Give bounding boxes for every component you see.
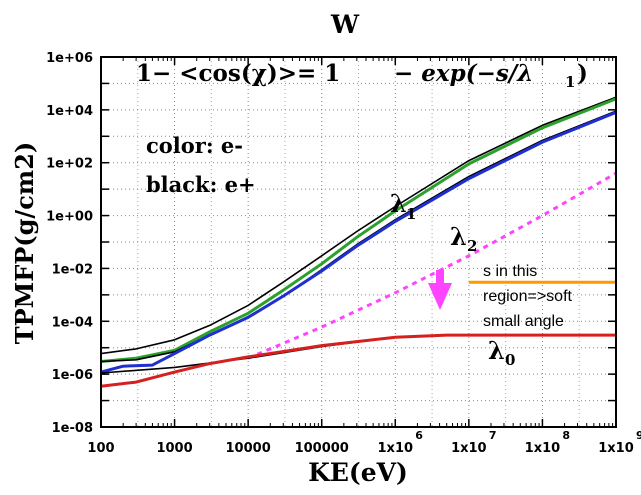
y-tick-label: 1e+02 — [46, 157, 93, 172]
y-tick-label: 1e-04 — [52, 315, 93, 330]
x-tick-label: 1x10 — [598, 441, 634, 456]
y-tick-label: 1e-06 — [52, 368, 93, 383]
y-tick-label: 1e+00 — [46, 210, 93, 225]
lambda0-symbol: λ — [488, 336, 505, 365]
x-tick-exponent: 7 — [489, 429, 497, 442]
lambda1-symbol: λ — [390, 189, 407, 218]
lambda1-label: λ 1 — [390, 189, 416, 223]
x-tick-label: 100000 — [295, 441, 349, 456]
formula-right: − exp(−s/λ — [394, 60, 533, 87]
x-tick-label: 1x10 — [378, 441, 414, 456]
y-axis-label: TPMFP(g/cm2) — [10, 142, 39, 345]
y-tick-labels: 1e-08 1e-06 1e-04 1e-02 1e+00 1e+02 1e+04 1e+06 — [46, 51, 93, 436]
x-tick-label: 1x10 — [525, 441, 561, 456]
y-tick-label: 1e-02 — [52, 262, 93, 277]
formula: 1− <cos(χ)>= 1 − exp(−s/λ 1 ) — [136, 60, 588, 91]
region-note: s in this region=>soft small angle — [483, 263, 573, 330]
chart-title: W — [330, 10, 360, 39]
y-tick-label: 1e+04 — [46, 104, 93, 119]
formula-close: ) — [577, 60, 588, 87]
x-tick-label: 100 — [87, 441, 114, 456]
formula-left: 1− <cos(χ)>= 1 — [136, 60, 340, 87]
x-tick-exponent: 6 — [415, 429, 423, 442]
x-tick-label: 1x10 — [451, 441, 487, 456]
series-lambda0-electron — [101, 335, 616, 386]
y-tick-label: 1e-08 — [52, 421, 93, 436]
x-tick-exponent: 8 — [562, 429, 570, 442]
lambda0-subscript: 0 — [505, 351, 515, 369]
region-note-line: small angle — [483, 313, 564, 330]
black-note: black: e+ — [146, 172, 256, 197]
lambda1-subscript: 1 — [406, 205, 416, 223]
lambda2-symbol: λ — [450, 222, 467, 251]
x-axis-label: KE(eV) — [308, 458, 408, 487]
lambda2-label: λ 2 — [450, 222, 477, 255]
lambda2-subscript: 2 — [467, 237, 477, 255]
region-note-line: s in this — [483, 263, 537, 280]
x-tick-label: 10000 — [226, 441, 271, 456]
formula-sub: 1 — [565, 73, 575, 91]
lambda0-label: λ 0 — [488, 336, 515, 369]
y-tick-label: 1e+06 — [46, 51, 93, 66]
arrow-shaft — [436, 270, 444, 284]
region-note-line: region=>soft — [483, 288, 573, 305]
x-tick-exponent: 9 — [636, 429, 641, 442]
color-note: color: e- — [146, 133, 243, 158]
x-tick-label: 1000 — [156, 441, 192, 456]
